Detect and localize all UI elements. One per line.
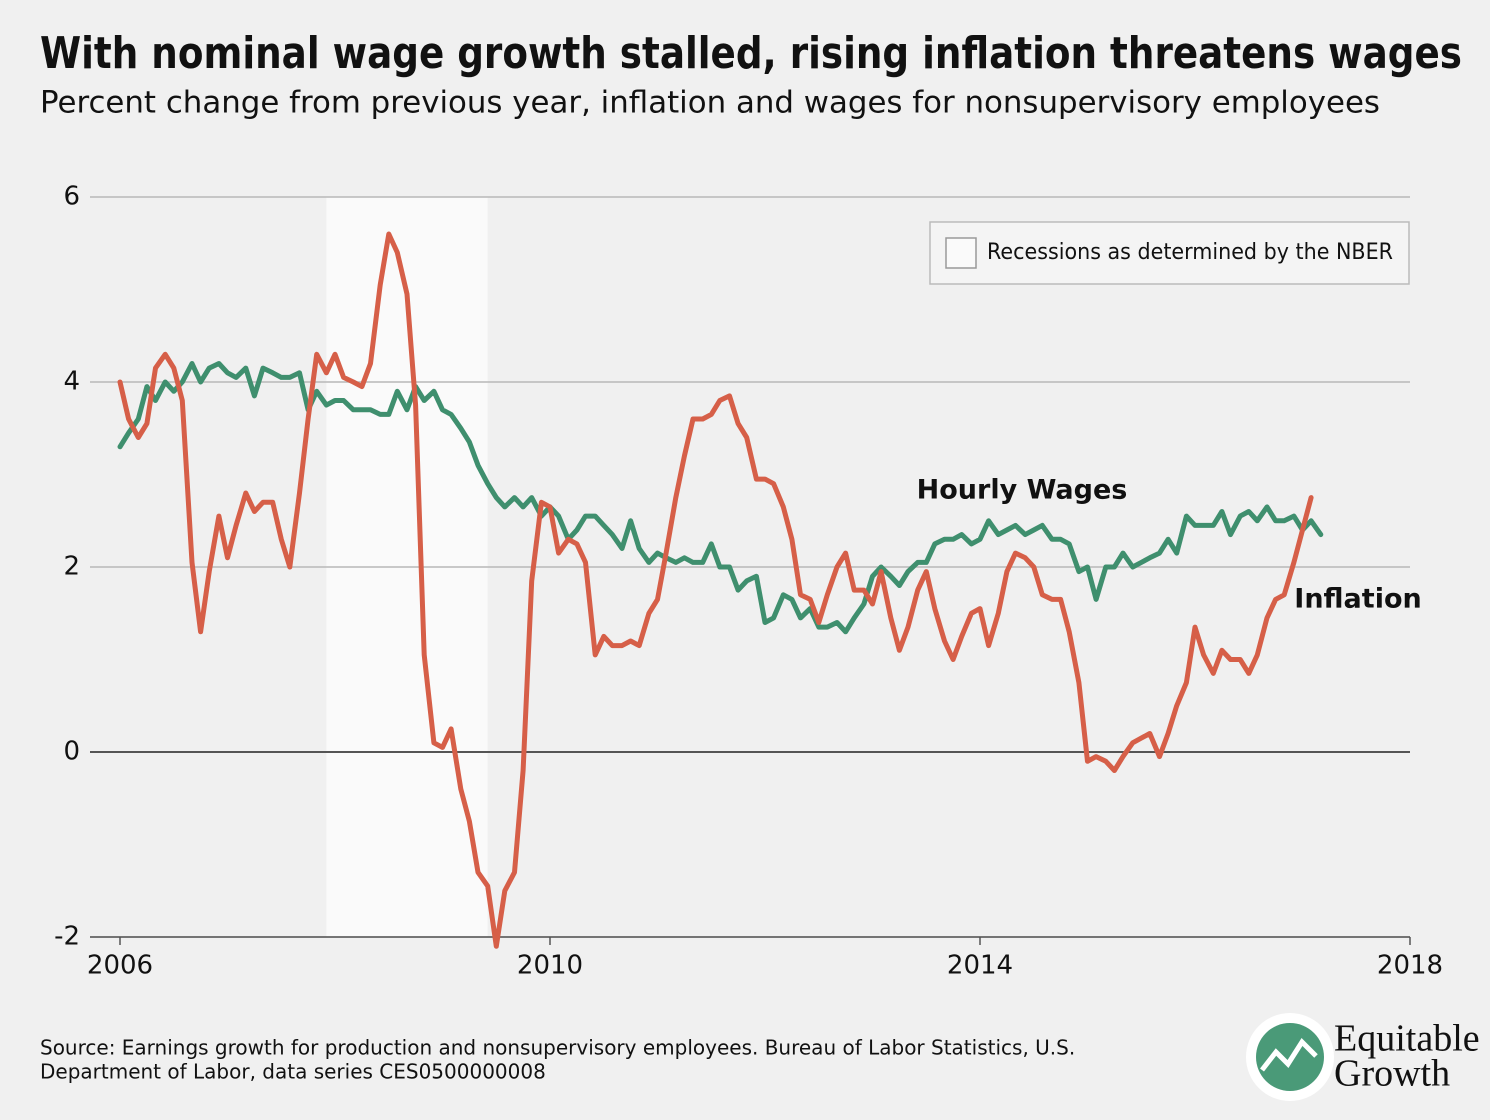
x-tick-label: 2018	[1377, 951, 1443, 981]
x-tick-label: 2014	[947, 951, 1013, 981]
legend-label: Recessions as determined by the NBER	[987, 240, 1393, 265]
series-line	[117, 361, 1324, 635]
series-line	[117, 231, 1314, 949]
logo-text: Equitable	[1334, 1018, 1480, 1060]
logo: Equitable Growth	[1246, 1013, 1480, 1101]
series-label: Inflation	[1294, 584, 1421, 615]
y-tick-label: -2	[54, 922, 80, 952]
source-note: Source: Earnings growth for production a…	[40, 1036, 1075, 1060]
chart-subtitle: Percent change from previous year, infla…	[40, 86, 1380, 121]
y-tick-label: 4	[63, 367, 80, 397]
source-note: Department of Labor, data series CES0500…	[40, 1060, 546, 1084]
x-tick-label: 2006	[87, 951, 153, 981]
x-tick-label: 2010	[517, 951, 583, 981]
logo-text: Growth	[1334, 1053, 1450, 1095]
series-label: Hourly Wages	[917, 475, 1128, 506]
y-tick-label: 2	[63, 552, 80, 582]
plot-area: -2 0 2 4 6 2006 2010 2014 2018 Hourly Wages Inflat…	[54, 182, 1443, 981]
y-tick-label: 0	[63, 737, 80, 767]
logo-line	[1260, 1038, 1318, 1072]
legend-swatch	[945, 237, 977, 269]
legend-box	[929, 221, 1410, 285]
chart-title: With nominal wage growth stalled, rising…	[40, 28, 1462, 79]
y-tick-label: 6	[63, 182, 80, 212]
